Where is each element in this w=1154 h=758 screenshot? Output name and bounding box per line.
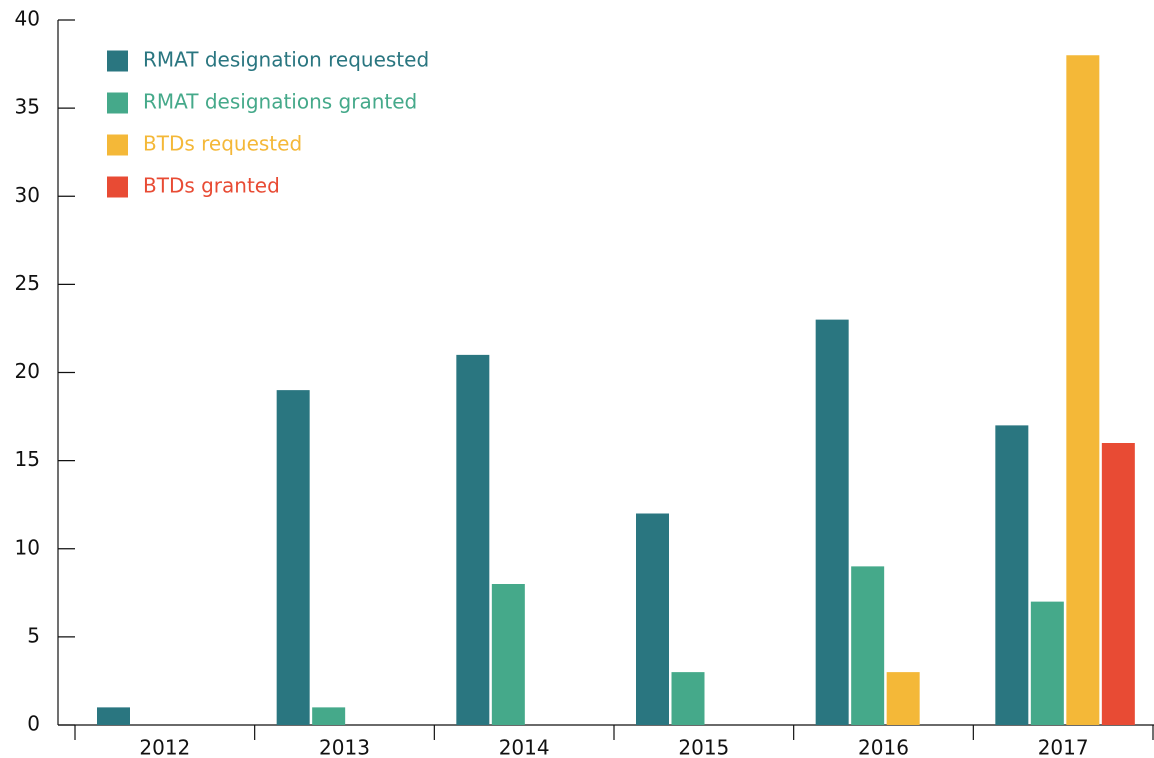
bar — [1030, 601, 1064, 725]
bar — [815, 319, 849, 725]
y-tick-label: 40 — [15, 7, 40, 31]
y-tick-label: 30 — [15, 183, 40, 207]
bar — [1066, 55, 1100, 725]
bar — [312, 707, 346, 725]
y-tick-label: 20 — [15, 359, 40, 383]
y-tick-label: 5 — [27, 623, 40, 647]
legend-swatch — [107, 50, 128, 72]
y-tick-label: 15 — [15, 447, 40, 471]
x-tick-label: 2013 — [319, 736, 370, 758]
x-tick-label: 2017 — [1038, 736, 1089, 758]
y-tick-label: 35 — [15, 95, 40, 119]
legend-label: RMAT designation requested — [143, 48, 429, 72]
bar — [636, 513, 669, 725]
x-tick-label: 2014 — [499, 736, 550, 758]
bar — [1101, 443, 1135, 725]
bar — [456, 354, 490, 725]
legend-label: RMAT designations granted — [143, 90, 417, 114]
bar — [671, 672, 705, 725]
bar — [886, 672, 920, 725]
y-tick-label: 10 — [15, 535, 40, 559]
legend-swatch — [107, 92, 128, 114]
x-tick-label: 2015 — [678, 736, 729, 758]
legend-label: BTDs granted — [143, 174, 280, 198]
bar — [995, 425, 1029, 725]
bar — [491, 584, 525, 725]
bar — [276, 390, 310, 725]
bar — [97, 707, 130, 725]
x-tick-label: 2012 — [139, 736, 190, 758]
legend-label: BTDs requested — [143, 132, 302, 156]
y-tick-label: 0 — [27, 712, 40, 736]
legend-swatch — [107, 134, 128, 156]
bar — [851, 566, 885, 725]
y-tick-label: 25 — [15, 271, 40, 295]
legend-swatch — [107, 176, 128, 198]
x-tick-label: 2016 — [858, 736, 909, 758]
